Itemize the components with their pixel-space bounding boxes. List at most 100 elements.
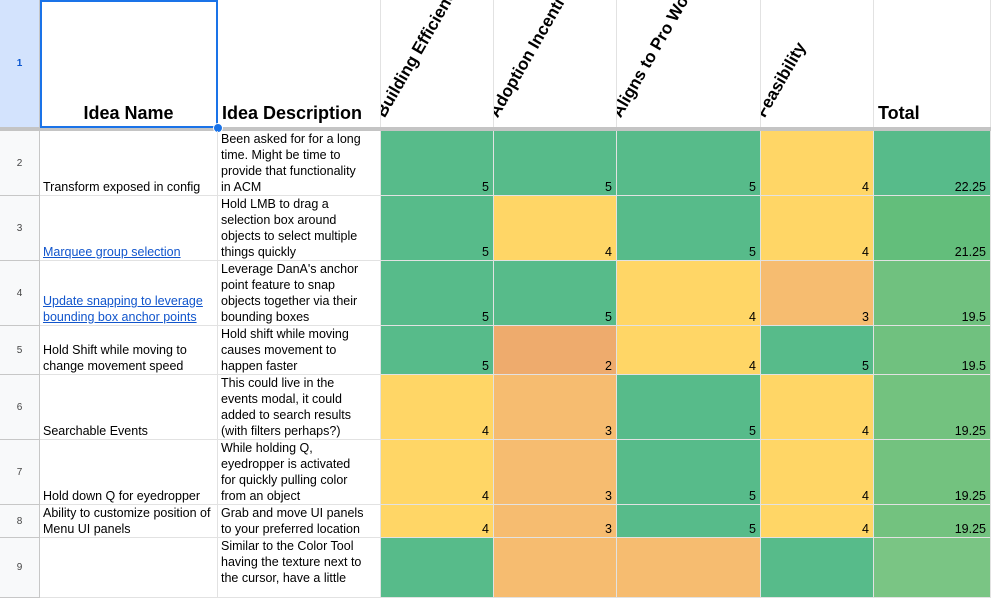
description-line: to your preferred location	[221, 522, 360, 536]
idea-name-text: Searchable Events	[43, 424, 148, 438]
idea-name-cell[interactable]: Searchable Events	[40, 375, 218, 440]
score-cell[interactable]: 5	[381, 261, 494, 326]
total-cell[interactable]: 22.25	[874, 131, 991, 196]
score-cell[interactable]	[761, 538, 874, 598]
idea-name-cell[interactable]: Marquee group selection	[40, 196, 218, 261]
description-line: in ACM	[221, 180, 262, 194]
header-idea-description[interactable]: Idea Description	[218, 0, 381, 128]
score-cell[interactable]	[617, 538, 761, 598]
score-cell[interactable]: 3	[761, 261, 874, 326]
description-line: eyedropper is activated	[221, 457, 351, 471]
score-cell[interactable]: 4	[381, 440, 494, 505]
score-cell[interactable]: 5	[381, 131, 494, 196]
score-cell[interactable]: 5	[494, 131, 617, 196]
header-adoption-incentive[interactable]: Adoption Incentive	[494, 0, 617, 128]
idea-description-cell[interactable]: Leverage DanA's anchor point feature to s…	[218, 261, 381, 326]
description-line: things quickly	[221, 245, 297, 259]
score-cell[interactable]: 4	[761, 131, 874, 196]
idea-name-link[interactable]: Marquee group selection	[43, 245, 181, 259]
description-line: This could live in the	[221, 376, 335, 390]
description-line: (with filters perhaps?)	[221, 424, 341, 438]
score-cell[interactable]: 4	[761, 505, 874, 538]
header-building-efficiency[interactable]: Building Efficiency	[381, 0, 494, 128]
total-cell[interactable]: 19.25	[874, 505, 991, 538]
header-aligns-to-pro-workflow-label: Aligns to Pro Workflow	[617, 0, 718, 121]
score-cell[interactable]: 4	[617, 326, 761, 375]
score-cell[interactable]: 5	[617, 131, 761, 196]
row-header-2[interactable]: 2	[0, 131, 40, 196]
score-cell[interactable]: 5	[761, 326, 874, 375]
header-idea-name[interactable]: Idea Name	[40, 0, 218, 128]
idea-description-cell[interactable]: While holding Q, eyedropper is activated f…	[218, 440, 381, 505]
total-cell[interactable]: 19.5	[874, 261, 991, 326]
total-cell[interactable]: 19.25	[874, 375, 991, 440]
row-header-4[interactable]: 4	[0, 261, 40, 326]
frozen-row-divider[interactable]	[0, 127, 991, 131]
description-line: causes movement to	[221, 343, 337, 357]
idea-name-text: Transform exposed in config	[43, 180, 201, 194]
idea-name-cell[interactable]: Hold down Q for eyedropper	[40, 440, 218, 505]
header-aligns-to-pro-workflow[interactable]: Aligns to Pro Workflow	[617, 0, 761, 128]
score-cell[interactable]: 4	[761, 196, 874, 261]
score-cell[interactable]: 3	[494, 505, 617, 538]
idea-description-cell[interactable]: Similar to the Color Tool having the text…	[218, 538, 381, 598]
total-cell[interactable]	[874, 538, 991, 598]
selection-fill-handle[interactable]	[213, 123, 223, 133]
idea-name-text: Ability to customize position of Menu UI…	[43, 506, 211, 536]
idea-name-cell[interactable]	[40, 538, 218, 598]
header-total[interactable]: Total	[874, 0, 991, 128]
idea-name-link[interactable]: Update snapping to leverage bounding box…	[43, 294, 203, 324]
score-cell[interactable]: 4	[617, 261, 761, 326]
row-header-3[interactable]: 3	[0, 196, 40, 261]
total-cell[interactable]: 21.25	[874, 196, 991, 261]
header-feasibility[interactable]: Feasibility	[761, 0, 874, 128]
row-header-1[interactable]: 1	[0, 0, 40, 128]
row-header-5[interactable]: 5	[0, 326, 40, 375]
score-cell[interactable]: 3	[494, 440, 617, 505]
row-header-8[interactable]: 8	[0, 505, 40, 538]
idea-name-cell[interactable]: Hold Shift while moving to change moveme…	[40, 326, 218, 375]
idea-description-cell[interactable]: Hold shift while moving causes movement t…	[218, 326, 381, 375]
score-cell[interactable]	[381, 538, 494, 598]
score-cell[interactable]: 3	[494, 375, 617, 440]
idea-name-text: Hold Shift while moving to change moveme…	[43, 343, 187, 373]
description-line: objects together via their	[221, 294, 358, 308]
score-cell[interactable]: 2	[494, 326, 617, 375]
score-cell[interactable]: 5	[381, 326, 494, 375]
description-line: the cursor, have a little	[221, 571, 347, 585]
header-building-efficiency-label: Building Efficiency	[381, 0, 465, 121]
score-cell[interactable]: 5	[494, 261, 617, 326]
row-header-9[interactable]: 9	[0, 538, 40, 598]
score-cell[interactable]: 4	[494, 196, 617, 261]
score-cell[interactable]: 4	[761, 375, 874, 440]
description-line: objects to select multiple	[221, 229, 358, 243]
description-line: Grab and move UI panels	[221, 506, 364, 520]
row-header-7[interactable]: 7	[0, 440, 40, 505]
idea-description-cell[interactable]: This could live in the events modal, it c…	[218, 375, 381, 440]
score-cell[interactable]: 4	[381, 505, 494, 538]
description-line: Hold shift while moving	[221, 327, 349, 341]
total-cell[interactable]: 19.25	[874, 440, 991, 505]
description-line: Been asked for for a long	[221, 132, 361, 146]
description-line: Hold LMB to drag a	[221, 197, 329, 211]
idea-description-cell[interactable]: Hold LMB to drag a selection box around ob…	[218, 196, 381, 261]
idea-name-cell[interactable]: Ability to customize position of Menu UI…	[40, 505, 218, 538]
description-line: having the texture next to	[221, 555, 362, 569]
score-cell[interactable]: 5	[617, 505, 761, 538]
idea-name-cell[interactable]: Transform exposed in config	[40, 131, 218, 196]
idea-name-cell[interactable]: Update snapping to leverage bounding box…	[40, 261, 218, 326]
score-cell[interactable]: 4	[761, 440, 874, 505]
description-line: added to search results	[221, 408, 351, 422]
description-line: events modal, it could	[221, 392, 342, 406]
idea-description-cell[interactable]: Been asked for for a long time. Might be …	[218, 131, 381, 196]
score-cell[interactable]	[494, 538, 617, 598]
score-cell[interactable]: 5	[617, 196, 761, 261]
score-cell[interactable]: 5	[617, 440, 761, 505]
score-cell[interactable]: 5	[381, 196, 494, 261]
score-cell[interactable]: 4	[381, 375, 494, 440]
score-cell[interactable]: 5	[617, 375, 761, 440]
description-line: happen faster	[221, 359, 298, 373]
idea-description-cell[interactable]: Grab and move UI panels to your preferred…	[218, 505, 381, 538]
total-cell[interactable]: 19.5	[874, 326, 991, 375]
row-header-6[interactable]: 6	[0, 375, 40, 440]
